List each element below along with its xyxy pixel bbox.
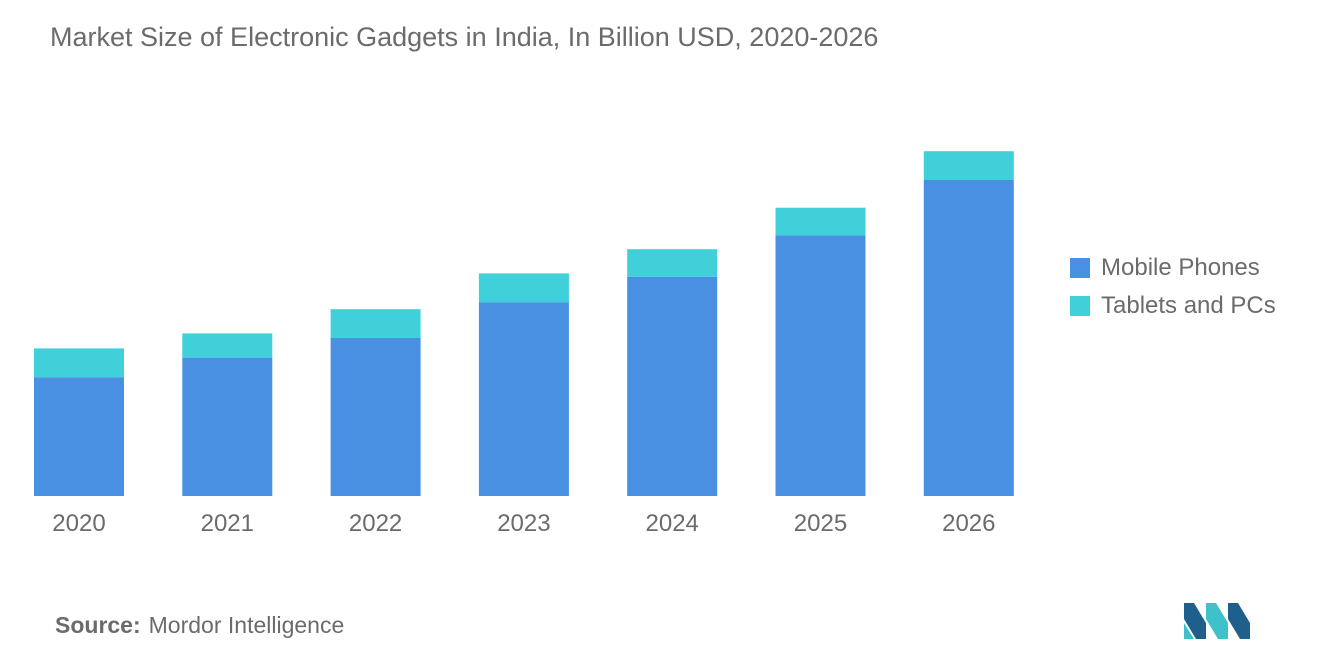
- legend-label-mobile-phones: Mobile Phones: [1101, 254, 1260, 281]
- legend-item-mobile-phones: Mobile Phones: [1070, 249, 1276, 287]
- bar-tablets-and-pcs-2020: [34, 348, 124, 378]
- source-label: Source:: [55, 612, 141, 638]
- bar-tablets-and-pcs-2022: [330, 309, 421, 338]
- x-tick-label-2026: 2026: [942, 510, 995, 537]
- bar-mobile-phones-2022: [330, 338, 421, 496]
- x-tick-label-2020: 2020: [52, 510, 105, 537]
- bar-mobile-phones-2025: [775, 235, 866, 497]
- legend: Mobile Phones Tablets and PCs: [1070, 249, 1276, 325]
- bar-tablets-and-pcs-2026: [923, 151, 1014, 180]
- x-tick-label-2023: 2023: [497, 510, 550, 537]
- legend-swatch-tablets-and-pcs: [1070, 296, 1090, 316]
- x-tick-labels: 2020 2021 2022 2023 2024 2025 2026: [52, 510, 995, 537]
- x-tick-label-2025: 2025: [794, 510, 847, 537]
- x-tick-label-2022: 2022: [349, 510, 402, 537]
- x-tick-label-2021: 2021: [201, 510, 254, 537]
- bar-mobile-phones-2024: [627, 276, 718, 496]
- bar-mobile-phones-2021: [182, 357, 273, 496]
- source-note: Source: Mordor Intelligence: [55, 612, 344, 639]
- bars-group: [34, 151, 1014, 497]
- bar-tablets-and-pcs-2024: [627, 249, 718, 277]
- bar-tablets-and-pcs-2021: [182, 333, 273, 358]
- chart-title: Market Size of Electronic Gadgets in Ind…: [50, 22, 879, 52]
- bar-mobile-phones-2026: [923, 180, 1014, 496]
- legend-swatch-mobile-phones: [1070, 258, 1090, 278]
- stacked-bar-chart: 2020 2021 2022 2023 2024 2025 2026: [34, 151, 1014, 537]
- source-text: Mordor Intelligence: [148, 612, 345, 638]
- bar-tablets-and-pcs-2023: [478, 273, 569, 303]
- bar-mobile-phones-2023: [478, 302, 569, 496]
- legend-item-tablets-and-pcs: Tablets and PCs: [1070, 287, 1276, 325]
- x-tick-label-2024: 2024: [646, 510, 699, 537]
- legend-label-tablets-and-pcs: Tablets and PCs: [1101, 292, 1276, 319]
- bar-mobile-phones-2020: [34, 377, 124, 496]
- bar-tablets-and-pcs-2025: [775, 207, 866, 236]
- mordor-intelligence-logo-icon: [1184, 603, 1250, 639]
